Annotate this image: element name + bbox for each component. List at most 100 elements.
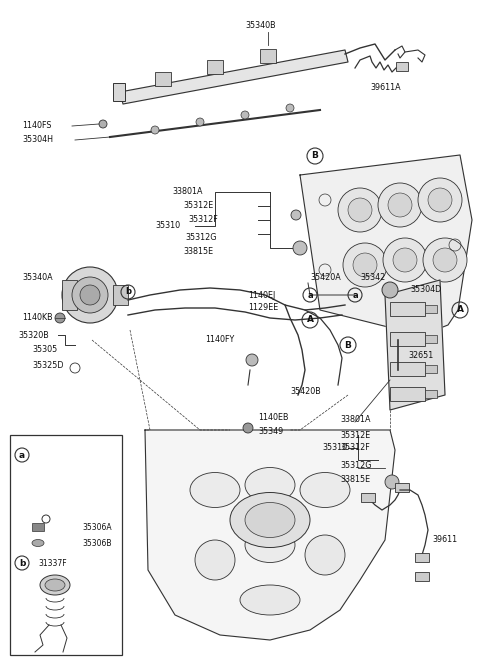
Circle shape: [243, 423, 253, 433]
Text: a: a: [307, 290, 313, 299]
Text: 39611A: 39611A: [370, 83, 401, 93]
Text: 1140EB: 1140EB: [258, 414, 288, 422]
Bar: [425, 305, 437, 313]
Text: 35312G: 35312G: [340, 461, 372, 471]
Text: 35312F: 35312F: [188, 215, 218, 225]
Text: 35304D: 35304D: [410, 286, 441, 295]
Text: 35312F: 35312F: [340, 444, 370, 453]
Text: 31337F: 31337F: [38, 559, 67, 568]
Ellipse shape: [245, 502, 295, 537]
Text: 1129EE: 1129EE: [248, 303, 278, 313]
Text: 35306B: 35306B: [82, 539, 111, 547]
Text: 35325D: 35325D: [32, 360, 63, 369]
Text: 35310: 35310: [155, 221, 180, 231]
Circle shape: [151, 126, 159, 134]
Text: A: A: [307, 315, 313, 325]
Circle shape: [293, 241, 307, 255]
Text: 1140EJ: 1140EJ: [248, 292, 275, 301]
Text: 1140FY: 1140FY: [205, 336, 234, 344]
Text: 35420A: 35420A: [310, 274, 341, 282]
Text: 33801A: 33801A: [340, 416, 371, 424]
Text: 33801A: 33801A: [172, 188, 203, 196]
Circle shape: [80, 285, 100, 305]
Text: 35349: 35349: [258, 428, 283, 436]
Text: 35340B: 35340B: [245, 22, 276, 30]
Ellipse shape: [190, 473, 240, 508]
Circle shape: [385, 475, 399, 489]
Circle shape: [393, 248, 417, 272]
Text: 33815E: 33815E: [183, 247, 213, 256]
Text: B: B: [345, 340, 351, 350]
Text: 39611: 39611: [432, 535, 457, 545]
Circle shape: [343, 243, 387, 287]
Bar: [396, 62, 408, 71]
Bar: [113, 285, 128, 305]
Bar: [425, 365, 437, 373]
Text: 35420B: 35420B: [290, 387, 321, 397]
Circle shape: [418, 178, 462, 222]
Circle shape: [378, 183, 422, 227]
Circle shape: [291, 210, 301, 220]
Circle shape: [388, 193, 412, 217]
Bar: [207, 60, 223, 74]
Bar: [113, 83, 125, 101]
Ellipse shape: [240, 585, 300, 615]
Text: 35306A: 35306A: [82, 522, 112, 531]
Text: 35305: 35305: [32, 346, 57, 354]
Text: 35342: 35342: [360, 274, 385, 282]
Text: 35312E: 35312E: [183, 202, 213, 210]
Circle shape: [382, 282, 398, 298]
Text: 1140KB: 1140KB: [22, 313, 53, 323]
Circle shape: [55, 313, 65, 323]
Circle shape: [246, 354, 258, 366]
Circle shape: [353, 253, 377, 277]
Polygon shape: [120, 50, 348, 104]
Circle shape: [428, 188, 452, 212]
Circle shape: [241, 111, 249, 119]
Text: 32651: 32651: [408, 350, 433, 360]
Bar: [395, 483, 409, 492]
Bar: [415, 572, 429, 581]
Bar: [10, 435, 122, 655]
Text: 35320B: 35320B: [18, 330, 49, 340]
Ellipse shape: [230, 492, 310, 547]
Text: B: B: [312, 151, 318, 161]
Ellipse shape: [245, 527, 295, 563]
Circle shape: [72, 277, 108, 313]
Ellipse shape: [32, 539, 44, 547]
Bar: [260, 49, 276, 63]
Text: a: a: [352, 290, 358, 299]
Bar: [415, 553, 429, 562]
Text: a: a: [19, 451, 25, 459]
Circle shape: [196, 118, 204, 126]
Polygon shape: [145, 430, 395, 640]
Text: A: A: [456, 305, 464, 315]
Bar: [390, 387, 425, 401]
Text: 1140FS: 1140FS: [22, 122, 51, 130]
Bar: [361, 493, 375, 502]
Text: 35310: 35310: [322, 444, 347, 453]
Text: b: b: [125, 288, 131, 297]
Bar: [32, 523, 44, 531]
Bar: [62, 280, 77, 310]
Bar: [425, 390, 437, 398]
Text: 35312E: 35312E: [340, 430, 370, 440]
Ellipse shape: [40, 575, 70, 595]
Bar: [425, 335, 437, 343]
Bar: [155, 72, 171, 86]
Text: b: b: [19, 559, 25, 568]
Circle shape: [338, 188, 382, 232]
Text: 35312G: 35312G: [185, 233, 216, 243]
Bar: [390, 302, 425, 316]
Circle shape: [99, 120, 107, 128]
Circle shape: [433, 248, 457, 272]
Circle shape: [348, 198, 372, 222]
Text: 35340A: 35340A: [22, 274, 53, 282]
Polygon shape: [385, 280, 445, 410]
Circle shape: [383, 238, 427, 282]
Text: 33815E: 33815E: [340, 475, 370, 485]
Ellipse shape: [245, 467, 295, 502]
Circle shape: [195, 540, 235, 580]
Circle shape: [286, 104, 294, 112]
Ellipse shape: [300, 473, 350, 508]
